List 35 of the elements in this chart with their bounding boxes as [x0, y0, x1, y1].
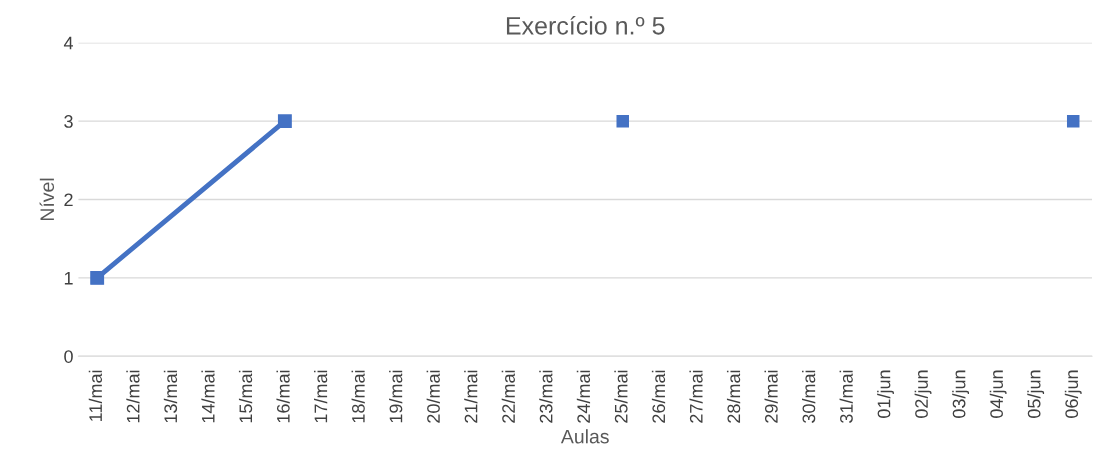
y-tick-label: 1: [64, 272, 73, 285]
x-axis-title: Aulas: [560, 429, 609, 444]
x-tick-label: 23/mai: [539, 370, 553, 423]
x-tick-label: 02/jun: [914, 370, 932, 418]
x-tick-label: 17/mai: [314, 370, 328, 423]
x-tick-label: 27/mai: [689, 370, 703, 423]
y-tick-label: 0: [64, 350, 73, 363]
x-tick-label: 13/mai: [163, 370, 178, 423]
x-tick-label: 15/mai: [238, 370, 253, 423]
x-tick-label: 12/mai: [126, 370, 140, 423]
x-tick-label: 24/mai: [576, 370, 591, 423]
x-tick-label: 20/mai: [426, 370, 440, 423]
x-tick-label: 14/mai: [201, 370, 215, 423]
x-tick-label: 01/jun: [877, 370, 894, 418]
x-tick-label: 19/mai: [389, 370, 403, 423]
x-tick-label: 28/mai: [726, 370, 741, 423]
x-tick-label: 05/jun: [1027, 370, 1045, 418]
x-tick-label: 11/mai: [88, 370, 103, 421]
y-tick-label: 4: [63, 36, 74, 50]
y-tick-label: 2: [64, 193, 73, 207]
x-tick-label: 30/mai: [802, 370, 816, 423]
x-tick-label: 29/mai: [764, 370, 778, 423]
chart-title: Exercício n.º 5: [506, 16, 665, 35]
y-axis-title: Nível: [39, 178, 55, 221]
x-tick-label: 31/mai: [839, 370, 853, 423]
x-tick-label: 22/mai: [501, 370, 515, 423]
y-tick-label: 3: [64, 115, 73, 128]
x-tick-label: 03/jun: [952, 370, 970, 418]
x-tick-label: 26/mai: [651, 370, 666, 423]
x-tick-label: 25/mai: [614, 370, 628, 423]
x-tick-label: 18/mai: [351, 370, 365, 423]
x-tick-label: 21/mai: [464, 370, 478, 423]
x-tick-label: 06/jun: [1064, 370, 1082, 418]
x-tick-label: 04/jun: [989, 370, 1007, 418]
x-tick-label: 16/mai: [276, 370, 290, 423]
